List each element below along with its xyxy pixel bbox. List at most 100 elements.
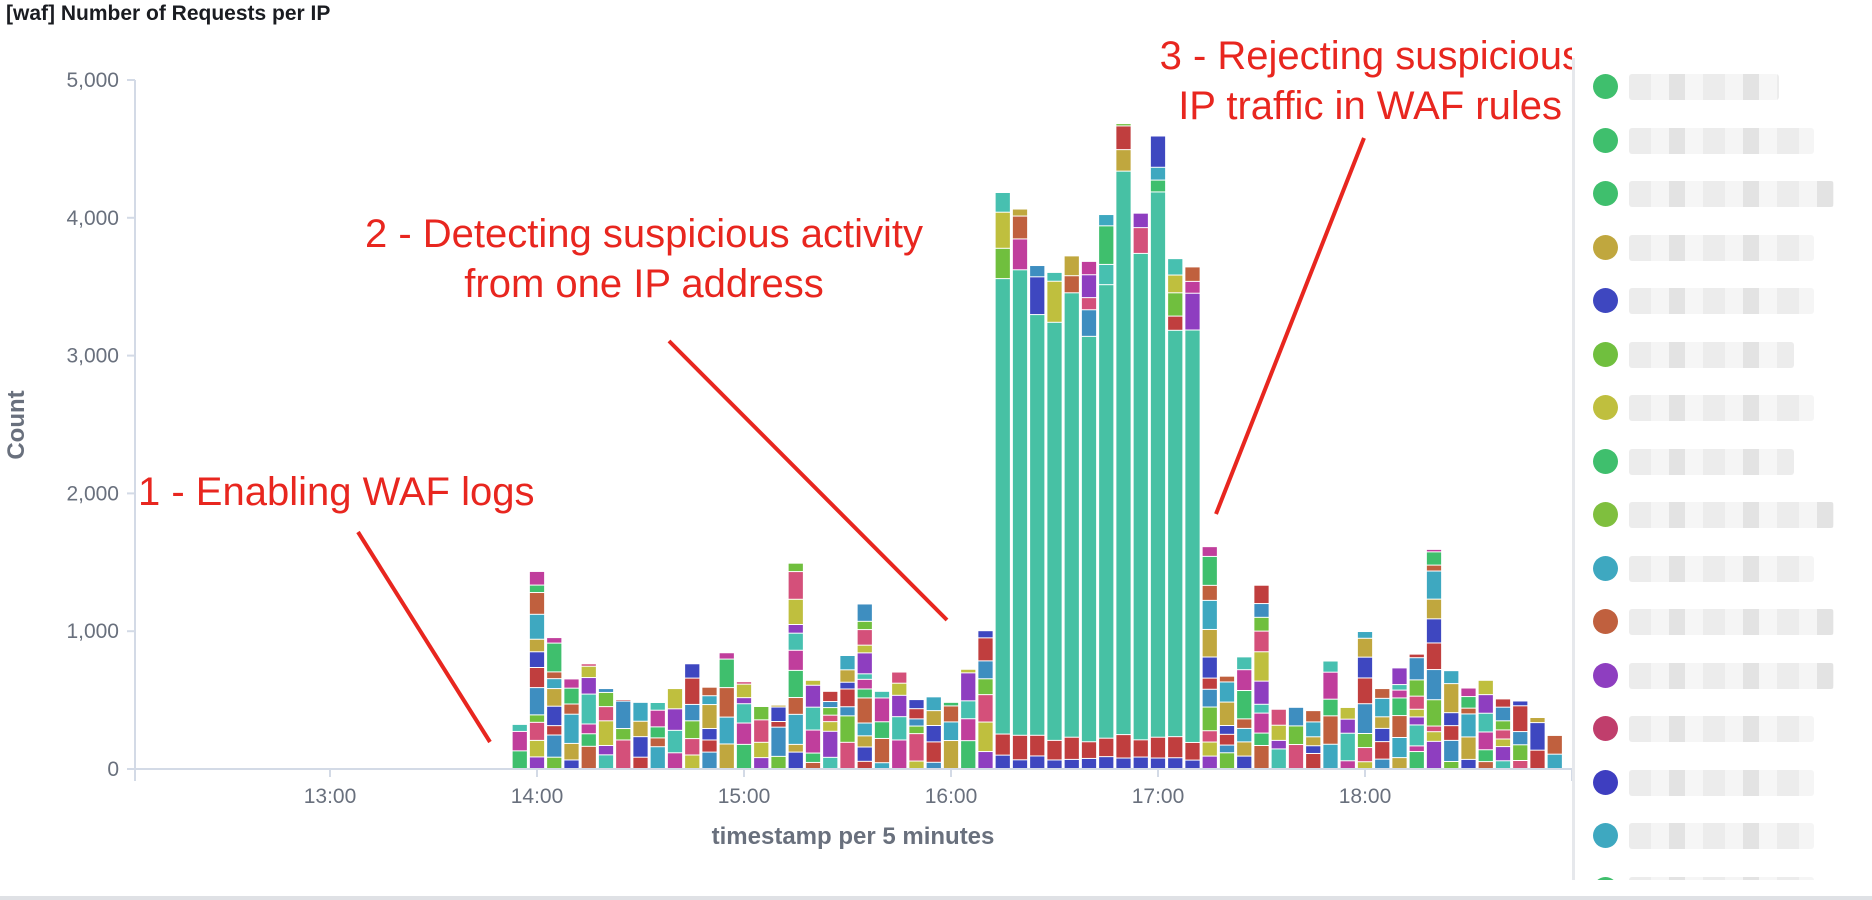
bar-segment: [1012, 239, 1028, 270]
bar: [1012, 209, 1028, 768]
legend-item[interactable]: [1593, 548, 1872, 588]
bar-segment: [1047, 740, 1062, 760]
legend-item[interactable]: [1593, 120, 1872, 160]
legend-item[interactable]: [1593, 441, 1872, 481]
bar-segment: [1254, 652, 1269, 681]
bar-segment: [1133, 213, 1148, 228]
bar-segment: [892, 672, 907, 683]
bar-segment: [1185, 281, 1200, 293]
y-axis-title: Count: [3, 390, 30, 459]
bar-segment: [1237, 691, 1252, 719]
bar-segment: [1219, 702, 1235, 726]
bar-segment: [1116, 150, 1131, 171]
bar-segment: [1202, 547, 1217, 556]
bar-segment: [1306, 746, 1321, 753]
legend-item[interactable]: [1593, 334, 1872, 374]
legend-item[interactable]: [1593, 601, 1872, 641]
bar: [1116, 124, 1131, 768]
legend-color-dot: [1593, 395, 1618, 420]
bar-segment: [1254, 704, 1269, 713]
bar-segment: [650, 747, 665, 768]
bar-segment: [1254, 617, 1269, 631]
bar-segment: [650, 727, 665, 738]
bar-segment: [1375, 728, 1390, 742]
bar-segment: [943, 702, 959, 706]
bar-segment: [1237, 742, 1252, 756]
bar-segment: [788, 633, 803, 650]
bar-segment: [1237, 756, 1252, 768]
bar-segment: [857, 604, 872, 621]
legend-item[interactable]: [1593, 762, 1872, 802]
bar-segment: [978, 722, 993, 752]
bar-segment: [1375, 698, 1390, 717]
legend-item[interactable]: [1593, 280, 1872, 320]
bar: [874, 691, 890, 768]
bar-segment: [1271, 740, 1286, 749]
bar-segment: [1409, 696, 1424, 709]
bar-segment: [1392, 685, 1407, 690]
bar-segment: [754, 758, 769, 768]
bar-segment: [995, 248, 1010, 279]
bar: [1357, 632, 1373, 768]
bar-segment: [1444, 684, 1459, 713]
bar-segment: [564, 743, 579, 760]
bar-segment: [1426, 700, 1442, 726]
legend-item[interactable]: [1593, 655, 1872, 695]
legend-item[interactable]: [1593, 494, 1872, 534]
bar-segment: [1288, 707, 1304, 726]
bar-segment: [667, 753, 683, 768]
bar-segment: [1099, 738, 1114, 757]
bar-segment: [581, 724, 596, 734]
bar-segment: [1513, 706, 1528, 732]
legend-item[interactable]: [1593, 708, 1872, 748]
legend-item[interactable]: [1593, 387, 1872, 427]
bar-segment: [529, 593, 545, 614]
x-tick-label: 18:00: [1339, 785, 1392, 808]
legend-label-redacted: [1629, 502, 1834, 528]
bar-segment: [1202, 657, 1217, 678]
legend-item[interactable]: [1593, 869, 1872, 880]
bar-segment: [926, 697, 941, 711]
bar: [1323, 661, 1338, 768]
bar-segment: [926, 742, 941, 762]
bar-segment: [1409, 680, 1424, 696]
legend-label-redacted: [1629, 555, 1814, 582]
bar: [564, 679, 579, 768]
bar-segment: [1150, 136, 1166, 167]
bar: [978, 631, 993, 768]
bar-segment: [736, 723, 752, 744]
bar-segment: [1461, 737, 1476, 759]
bar: [943, 702, 959, 768]
y-tick-label: 2,000: [66, 482, 119, 505]
bar: [1426, 549, 1442, 768]
bar-segment: [1116, 735, 1131, 758]
bar-segment: [616, 740, 631, 768]
bar-segment: [840, 670, 855, 682]
bar-segment: [702, 752, 717, 768]
legend-label-redacted: [1629, 823, 1814, 849]
bar-segment: [529, 722, 545, 740]
bar-segment: [1099, 757, 1114, 768]
legend-item[interactable]: [1593, 227, 1872, 267]
bar-segment: [1202, 689, 1217, 707]
bar-segment: [1047, 760, 1062, 768]
annotation-1-arrow: [356, 530, 492, 744]
legend-item[interactable]: [1593, 815, 1872, 855]
bar-segment: [736, 698, 752, 704]
legend-item[interactable]: [1593, 173, 1872, 213]
bar-segment: [771, 756, 786, 768]
bar: [1306, 711, 1321, 768]
bar-segment: [788, 714, 803, 744]
bar-segment: [857, 723, 872, 736]
bar: [1081, 261, 1097, 768]
y-tick-label: 1,000: [66, 620, 119, 643]
bar-segment: [857, 653, 872, 674]
legend-item[interactable]: [1593, 66, 1872, 106]
bar-segment: [650, 738, 665, 747]
bar-segment: [529, 715, 545, 722]
legend-color-dot: [1593, 502, 1618, 527]
bar: [1409, 654, 1424, 768]
bar-segment: [1202, 742, 1217, 756]
bar-segment: [1202, 600, 1217, 629]
bar-segment: [1426, 670, 1442, 700]
